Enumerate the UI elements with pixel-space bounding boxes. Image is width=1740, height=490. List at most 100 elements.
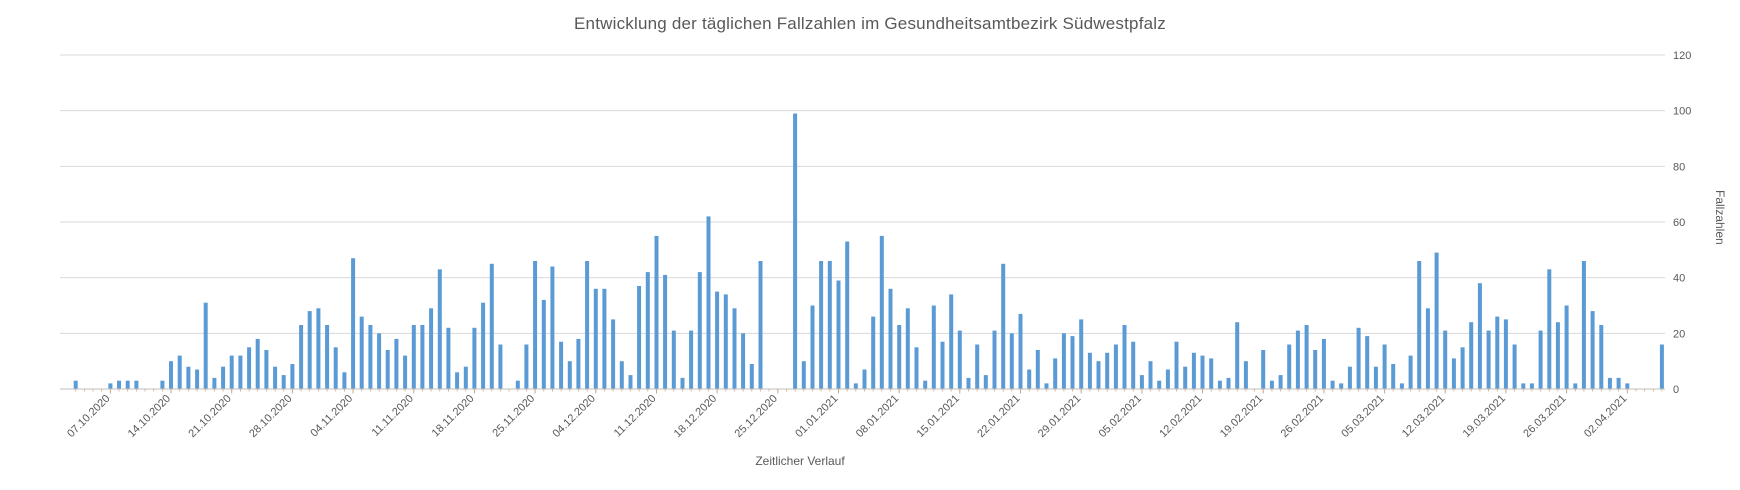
bar[interactable]: [1356, 327, 1361, 389]
bar[interactable]: [966, 377, 971, 389]
bar[interactable]: [273, 366, 278, 389]
bar[interactable]: [515, 380, 520, 389]
bar[interactable]: [1304, 325, 1309, 389]
bar[interactable]: [1417, 261, 1422, 389]
bar[interactable]: [567, 361, 572, 389]
bar[interactable]: [801, 361, 806, 389]
bar[interactable]: [654, 235, 659, 389]
bar[interactable]: [689, 330, 694, 389]
bar[interactable]: [940, 341, 945, 389]
bar[interactable]: [1339, 383, 1344, 389]
bar[interactable]: [1131, 341, 1136, 389]
bar[interactable]: [611, 319, 616, 389]
bar[interactable]: [429, 308, 434, 389]
bar[interactable]: [1373, 366, 1378, 389]
bar[interactable]: [1538, 330, 1543, 389]
bar[interactable]: [914, 347, 919, 389]
bar[interactable]: [1616, 377, 1621, 389]
bar[interactable]: [394, 338, 399, 389]
bar[interactable]: [463, 366, 468, 389]
bar[interactable]: [741, 333, 746, 389]
bar[interactable]: [385, 350, 390, 389]
bar[interactable]: [1261, 350, 1266, 389]
bar[interactable]: [1469, 322, 1474, 389]
bar[interactable]: [1035, 350, 1040, 389]
bar[interactable]: [1174, 341, 1179, 389]
bar[interactable]: [1070, 336, 1075, 389]
bar[interactable]: [1001, 263, 1006, 389]
bar[interactable]: [1295, 330, 1300, 389]
bar[interactable]: [437, 269, 442, 389]
bar[interactable]: [1555, 322, 1560, 389]
bar[interactable]: [1009, 333, 1014, 389]
bar[interactable]: [359, 316, 364, 389]
bar[interactable]: [1408, 355, 1413, 389]
bar[interactable]: [931, 305, 936, 390]
bar[interactable]: [411, 325, 416, 389]
bar[interactable]: [186, 366, 191, 389]
bar[interactable]: [255, 338, 260, 389]
bar[interactable]: [177, 355, 182, 389]
bar[interactable]: [1079, 319, 1084, 389]
bar[interactable]: [1451, 358, 1456, 389]
bar[interactable]: [290, 364, 295, 389]
bar[interactable]: [455, 372, 460, 389]
bar[interactable]: [264, 350, 269, 389]
bar[interactable]: [1278, 375, 1283, 389]
bar[interactable]: [1321, 338, 1326, 389]
bar[interactable]: [541, 299, 546, 389]
bar[interactable]: [195, 369, 200, 390]
bar[interactable]: [819, 261, 824, 389]
bar[interactable]: [1330, 380, 1335, 389]
bar[interactable]: [949, 294, 954, 389]
bar[interactable]: [1399, 383, 1404, 389]
bar[interactable]: [1269, 380, 1274, 389]
bar[interactable]: [1512, 344, 1517, 390]
bar[interactable]: [1018, 313, 1023, 389]
bar[interactable]: [1226, 377, 1231, 389]
bar[interactable]: [498, 344, 503, 390]
bar[interactable]: [983, 375, 988, 389]
bar[interactable]: [1477, 283, 1482, 389]
bar[interactable]: [1157, 380, 1162, 389]
bar[interactable]: [1564, 305, 1569, 390]
bar[interactable]: [489, 263, 494, 389]
bar[interactable]: [1122, 325, 1127, 389]
bar[interactable]: [671, 330, 676, 389]
bar[interactable]: [73, 380, 78, 389]
bar[interactable]: [1148, 361, 1153, 389]
bar[interactable]: [351, 258, 356, 389]
bar[interactable]: [602, 288, 607, 389]
bar[interactable]: [1599, 325, 1604, 389]
bar[interactable]: [853, 383, 858, 389]
bar[interactable]: [550, 266, 555, 390]
bar[interactable]: [1581, 261, 1586, 389]
bar[interactable]: [325, 325, 330, 389]
bar[interactable]: [1044, 383, 1049, 389]
bar[interactable]: [169, 361, 173, 389]
bar[interactable]: [1191, 352, 1196, 389]
bar[interactable]: [229, 355, 234, 389]
bar[interactable]: [1503, 319, 1508, 389]
bar[interactable]: [377, 333, 382, 389]
bar[interactable]: [593, 288, 598, 389]
bar[interactable]: [645, 272, 650, 389]
bar[interactable]: [1425, 308, 1430, 389]
bar[interactable]: [1200, 355, 1205, 389]
bar[interactable]: [905, 308, 910, 389]
bar[interactable]: [1382, 344, 1387, 390]
bar[interactable]: [1139, 375, 1144, 389]
bar[interactable]: [992, 330, 997, 389]
bar[interactable]: [1113, 344, 1118, 390]
bar[interactable]: [1365, 336, 1370, 389]
bar[interactable]: [715, 291, 720, 389]
bar[interactable]: [125, 380, 130, 389]
bar[interactable]: [1573, 383, 1578, 389]
bar[interactable]: [810, 305, 815, 390]
bar[interactable]: [221, 366, 226, 389]
bar[interactable]: [957, 330, 962, 389]
bar[interactable]: [697, 272, 702, 389]
bar[interactable]: [108, 383, 113, 389]
bar[interactable]: [793, 113, 798, 390]
bar[interactable]: [1607, 377, 1612, 389]
